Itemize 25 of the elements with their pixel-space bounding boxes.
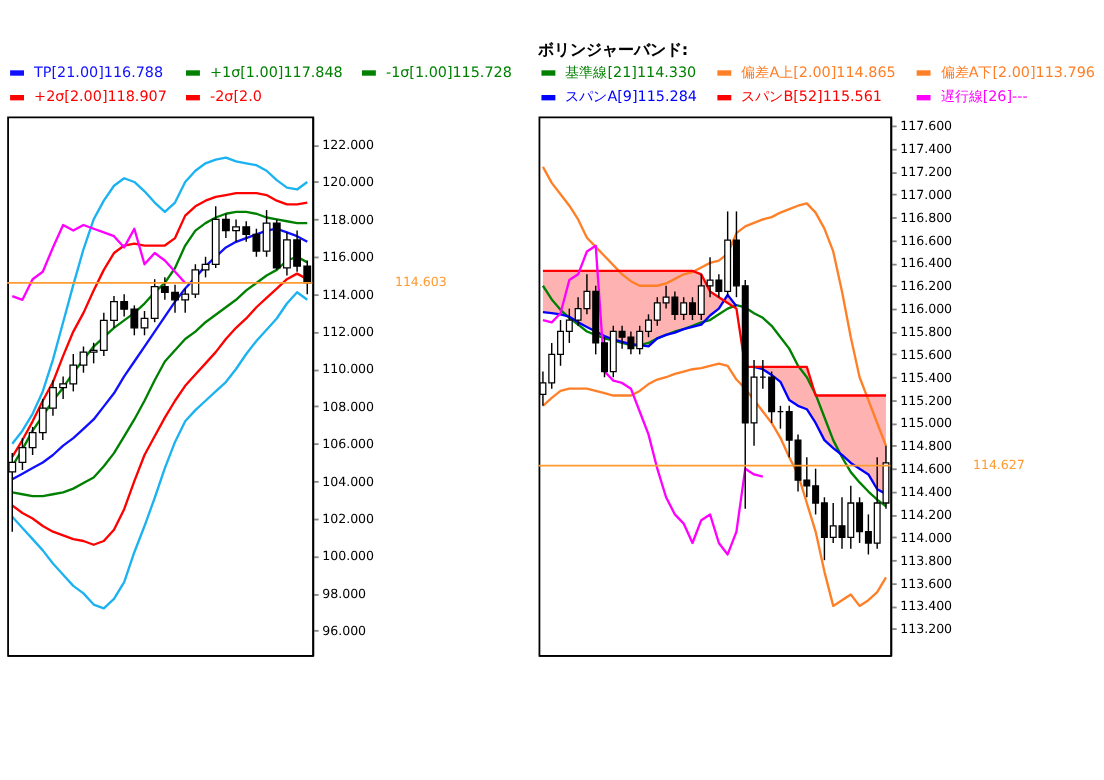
line-series	[541, 362, 888, 608]
legend-label: 偏差A上[2.00]114.865	[741, 62, 896, 81]
candlestick	[671, 290, 679, 321]
legend-label: スパンA[9]115.284	[565, 87, 698, 106]
line-series	[11, 291, 309, 610]
candlestick	[627, 330, 635, 356]
legend-label: 遅行線[26]---	[940, 87, 1029, 106]
line-series	[541, 165, 888, 447]
text: 基準線[21]114.330	[565, 62, 698, 81]
legend-label: +1σ[1.00]117.848	[210, 62, 344, 81]
legend-label: -1σ[1.00]115.728	[385, 62, 513, 81]
legend-label: スパンB[52]115.561	[741, 87, 883, 106]
legend-label: -2σ[2.0	[210, 87, 263, 106]
line-series	[11, 156, 309, 445]
candlestick	[838, 496, 846, 550]
candlestick	[873, 456, 881, 550]
chart-title: ボリンジャーバンド:	[535, 41, 689, 60]
legend-label: +2σ[2.00]118.907	[34, 87, 167, 106]
line-series	[541, 244, 765, 556]
line-series	[11, 223, 187, 301]
legend-label: TP[21.00]116.788	[32, 62, 164, 81]
candlestick	[768, 370, 776, 424]
line-series	[541, 269, 888, 397]
candlestick	[574, 296, 582, 327]
legend-label: 偏差A下[2.00]113.796	[940, 62, 1096, 81]
